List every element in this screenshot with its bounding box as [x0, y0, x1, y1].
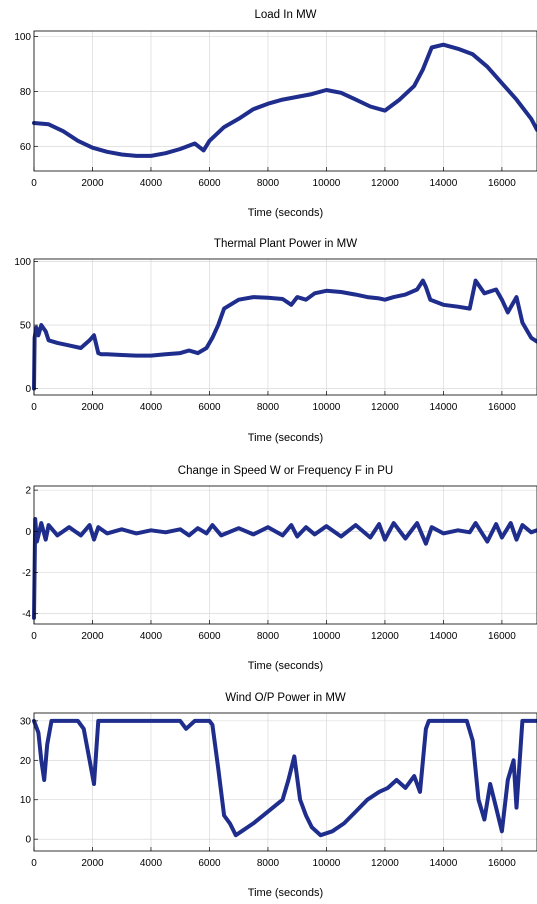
x-axis-label: Time (seconds) — [248, 207, 323, 219]
x-tick-label: 16000 — [488, 402, 516, 413]
x-tick-label: 6000 — [198, 631, 221, 642]
y-tick-label: 80 — [20, 87, 32, 98]
series-line-1 — [32, 278, 537, 391]
chart-title: Change in Speed W or Frequency F in PU — [178, 465, 393, 477]
x-axis-label: Time (seconds) — [248, 887, 323, 899]
x-tick-label: 10000 — [313, 178, 341, 189]
x-tick-label: 4000 — [140, 178, 163, 189]
x-tick-label: 12000 — [371, 402, 399, 413]
x-tick-label: 10000 — [313, 858, 341, 869]
y-tick-label: 10 — [20, 795, 32, 806]
axes-frame — [33, 30, 537, 172]
x-tick-label: 4000 — [140, 858, 163, 869]
x-tick-label: 2000 — [81, 631, 104, 642]
y-tick-label: 0 — [25, 835, 31, 846]
x-tick-label: 0 — [31, 858, 37, 869]
series-line-1 — [32, 517, 537, 620]
y-tick-label: 0 — [25, 527, 31, 538]
y-tick-label: 20 — [20, 756, 32, 767]
x-tick-label: 12000 — [371, 178, 399, 189]
x-tick-label: 14000 — [430, 858, 458, 869]
x-tick-label: 10000 — [313, 631, 341, 642]
y-tick-label: 100 — [14, 257, 31, 268]
y-tick-label: 60 — [20, 142, 32, 153]
x-tick-label: 0 — [31, 178, 37, 189]
x-tick-label: 0 — [31, 402, 37, 413]
axes-frame — [33, 712, 537, 852]
y-tick-label: -2 — [22, 568, 31, 579]
x-tick-label: 0 — [31, 631, 37, 642]
chart-panel-3: 0 2000 4000 6000 8000 10000 12000 14000 16000 -4 -… — [22, 465, 537, 672]
x-tick-label: 16000 — [488, 631, 516, 642]
plot-area — [34, 486, 537, 624]
plot-area — [34, 259, 537, 395]
x-tick-label: 2000 — [81, 858, 104, 869]
x-tick-label: 14000 — [430, 631, 458, 642]
y-tick-label: 2 — [25, 486, 31, 497]
x-tick-label: 4000 — [140, 631, 163, 642]
chart-title: Load In MW — [255, 9, 317, 21]
y-tick-label: 50 — [20, 321, 32, 332]
x-axis-label: Time (seconds) — [248, 660, 323, 672]
x-tick-label: 6000 — [198, 178, 221, 189]
y-tick-label: 100 — [14, 32, 31, 43]
x-tick-label: 16000 — [488, 858, 516, 869]
x-tick-label: 2000 — [81, 402, 104, 413]
chart-title: Wind O/P Power in MW — [225, 692, 346, 704]
y-tick-label: 30 — [20, 716, 32, 727]
series-line-1 — [32, 42, 537, 158]
axes-frame — [33, 485, 537, 625]
x-tick-label: 8000 — [257, 858, 280, 869]
x-tick-label: 8000 — [257, 402, 280, 413]
series-line-1 — [32, 718, 537, 838]
x-tick-label: 8000 — [257, 631, 280, 642]
axes-frame — [33, 258, 537, 396]
x-tick-label: 6000 — [198, 858, 221, 869]
y-tick-label: 0 — [25, 384, 31, 395]
x-tick-label: 6000 — [198, 402, 221, 413]
x-tick-label: 8000 — [257, 178, 280, 189]
x-tick-label: 12000 — [371, 631, 399, 642]
x-tick-label: 16000 — [488, 178, 516, 189]
x-tick-label: 14000 — [430, 178, 458, 189]
x-tick-label: 2000 — [81, 178, 104, 189]
chart-title: Thermal Plant Power in MW — [214, 238, 357, 250]
x-tick-label: 10000 — [313, 402, 341, 413]
chart-panel-4: 0 2000 4000 6000 8000 10000 12000 14000 16000 0 10… — [20, 692, 537, 899]
plot-area — [34, 713, 537, 851]
chart-panel-1: 0 2000 4000 6000 8000 10000 12000 14000 16000 60 8… — [14, 9, 537, 219]
x-tick-label: 4000 — [140, 402, 163, 413]
chart-panel-2: 0 2000 4000 6000 8000 10000 12000 14000 16000 0 50… — [14, 238, 537, 444]
x-axis-label: Time (seconds) — [248, 432, 323, 444]
y-tick-label: -4 — [22, 609, 31, 620]
x-tick-label: 14000 — [430, 402, 458, 413]
x-tick-label: 12000 — [371, 858, 399, 869]
